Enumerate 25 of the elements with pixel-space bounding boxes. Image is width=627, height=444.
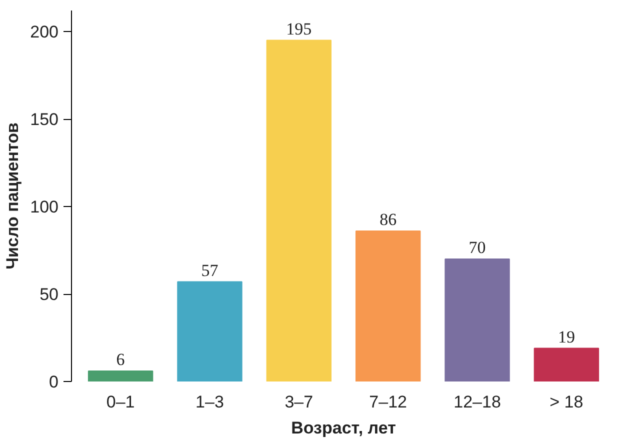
data-label: 195 (286, 19, 312, 38)
y-tick-label: 200 (30, 22, 59, 42)
data-label: 70 (468, 238, 486, 257)
data-label: 57 (201, 260, 219, 280)
bar (355, 230, 421, 382)
y-tick-label: 100 (30, 198, 59, 216)
y-tick-label: 50 (40, 285, 59, 304)
x-tick-label: > 18 (550, 392, 584, 412)
data-label: 6 (116, 350, 125, 369)
data-label: 19 (558, 327, 575, 346)
bar (534, 348, 600, 382)
bar (88, 370, 154, 382)
y-tick-label: 150 (30, 110, 59, 129)
y-tick-label: 0 (49, 372, 59, 392)
data-label: 86 (380, 210, 397, 229)
bar (177, 281, 242, 382)
x-tick-label: 7–12 (369, 392, 408, 412)
x-tick-label: 3–7 (284, 392, 314, 412)
y-axis-title: Число пациентов (3, 122, 22, 270)
x-axis-title: Возраст, лет (291, 418, 396, 438)
x-tick-label: 1–3 (196, 392, 224, 412)
bar (266, 40, 332, 382)
x-tick-label: 12–18 (454, 392, 501, 412)
x-tick-label: 0–1 (106, 392, 135, 412)
bar (444, 258, 510, 382)
